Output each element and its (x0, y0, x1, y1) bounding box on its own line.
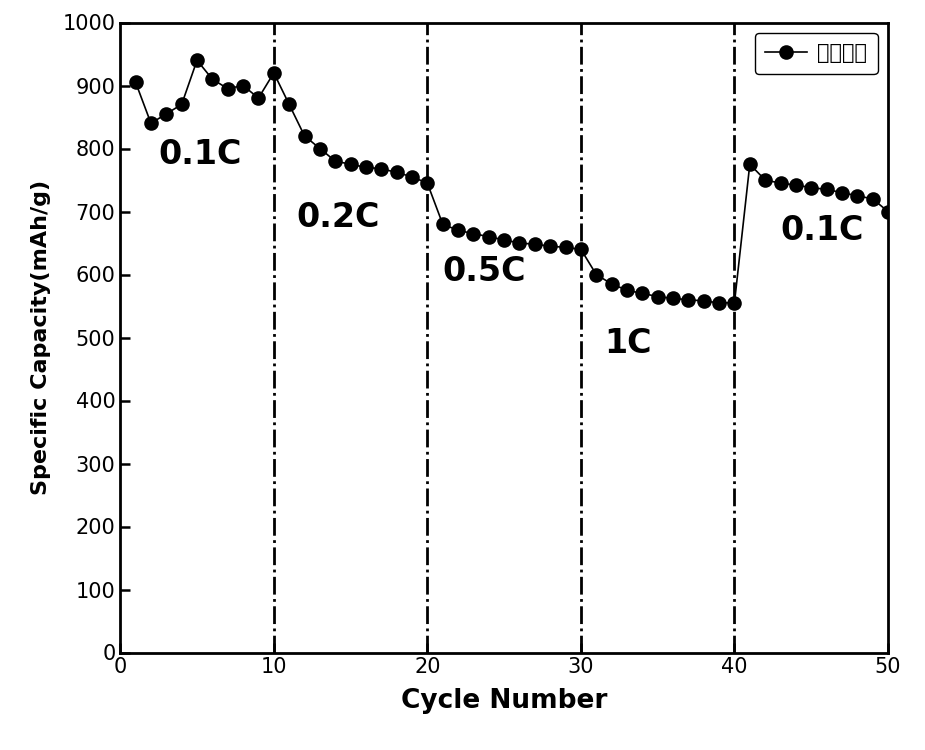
俧枝根霉 (376, 164, 387, 173)
俧枝根霉 (575, 244, 586, 254)
Legend: 俧枝根霉: 俧枝根霉 (755, 33, 878, 74)
俧枝根霉 (698, 296, 709, 305)
俧枝根霉 (468, 229, 479, 238)
Text: 1C: 1C (604, 327, 651, 360)
俧枝根霉 (636, 289, 648, 298)
俧枝根霉 (130, 78, 142, 87)
俧枝根霉 (775, 178, 786, 188)
Line: 俧枝根霉: 俧枝根霉 (130, 54, 894, 309)
俧枝根霉 (161, 110, 172, 118)
俧枝根霉 (499, 236, 510, 244)
俧枝根霉 (191, 56, 203, 64)
俧枝根霉 (406, 172, 417, 182)
俧枝根霉 (238, 81, 249, 90)
俧枝根霉 (452, 226, 463, 235)
俧枝根霉 (622, 286, 633, 295)
X-axis label: Cycle Number: Cycle Number (401, 688, 608, 715)
俧枝根霉 (345, 160, 356, 169)
俧枝根霉 (729, 298, 740, 307)
俧枝根霉 (806, 183, 817, 192)
Text: 0.5C: 0.5C (443, 255, 526, 288)
俧枝根霉 (560, 243, 571, 252)
俧枝根霉 (207, 75, 218, 84)
俧枝根霉 (253, 94, 264, 103)
俧枝根霉 (606, 280, 617, 289)
俧枝根霉 (759, 176, 771, 184)
俧枝根霉 (545, 242, 556, 250)
俧枝根霉 (422, 178, 433, 188)
俧枝根霉 (790, 181, 801, 190)
俧枝根霉 (529, 240, 540, 249)
Text: 0.1C: 0.1C (781, 214, 864, 247)
俧枝根霉 (683, 296, 694, 304)
俧枝根霉 (852, 191, 863, 200)
俧枝根霉 (222, 84, 233, 93)
俧枝根霉 (668, 294, 679, 303)
Text: 0.1C: 0.1C (159, 138, 242, 171)
俧枝根霉 (361, 163, 372, 172)
俧枝根霉 (176, 100, 187, 109)
俧枝根霉 (329, 157, 340, 166)
俧枝根霉 (483, 232, 494, 242)
俧枝根霉 (284, 100, 295, 109)
俧枝根霉 (438, 220, 449, 229)
俧枝根霉 (821, 185, 832, 194)
俧枝根霉 (268, 68, 279, 77)
俧枝根霉 (745, 160, 756, 169)
俧枝根霉 (836, 188, 847, 197)
俧枝根霉 (145, 118, 156, 128)
俧枝根霉 (713, 298, 724, 307)
Y-axis label: Specific Capacity(mAh/g): Specific Capacity(mAh/g) (31, 180, 51, 495)
俧枝根霉 (867, 194, 878, 203)
俧枝根霉 (314, 144, 326, 153)
俧枝根霉 (652, 292, 663, 301)
俧枝根霉 (882, 207, 894, 216)
俧枝根霉 (391, 168, 402, 177)
俧枝根霉 (514, 238, 525, 248)
Text: 0.2C: 0.2C (297, 201, 380, 234)
俧枝根霉 (299, 131, 310, 140)
俧枝根霉 (591, 270, 602, 279)
